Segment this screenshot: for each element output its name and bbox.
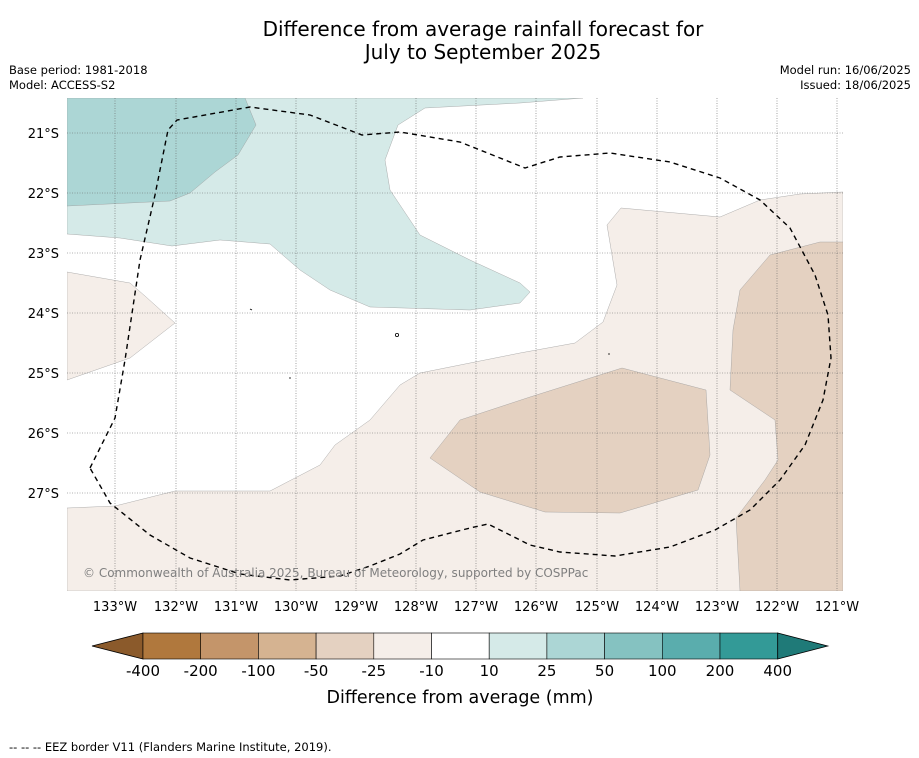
eez-border [89,106,832,581]
colorbar-segment [546,632,605,660]
map-area: © Commonwealth of Australia 2025, Bureau… [67,98,843,591]
base-period: Base period: 1981-2018 [9,63,148,77]
title-line-1: Difference from average rainfall forecas… [262,17,704,41]
colorbar: -400 -200 -100 -50 -25 -10 10 25 50 100 200 400 Dif… [91,632,830,708]
lon-label: 128°W [394,600,438,615]
lon-label: 126°W [514,600,558,615]
lon-label: 131°W [214,600,258,615]
longitude-labels: 133°W 132°W 131°W 130°W 129°W 128°W 127°… [93,600,859,615]
lat-label: 25°S [28,367,59,382]
lon-label: 130°W [274,600,318,615]
lat-label: 27°S [28,487,59,502]
dry-region-center [429,367,711,514]
colorbar-segment [373,632,432,660]
colorbar-segments [91,632,830,660]
copyright-notice: © Commonwealth of Australia 2025, Bureau… [83,566,588,580]
colorbar-tick-label: 200 [706,662,735,680]
lon-label: 125°W [575,600,619,615]
colorbar-tick-label: -200 [184,662,218,680]
colorbar-ticks: -400 -200 -100 -50 -25 -10 10 25 50 100 200 400 [126,662,792,680]
model-run: Model run: 16/06/2025 [779,63,911,77]
lat-label: 23°S [28,247,59,262]
colorbar-tick-label: -10 [419,662,444,680]
lon-label: 127°W [454,600,498,615]
colorbar-tick-label: -400 [126,662,160,680]
lon-label: 122°W [755,600,799,615]
gridlines [67,98,843,591]
colorbar-segment [719,632,779,660]
colorbar-tick-label: -25 [362,662,387,680]
lon-label: 132°W [154,600,198,615]
colorbar-tick-label: 25 [537,662,556,680]
lat-label: 21°S [28,127,59,142]
colorbar-tick-label: 10 [480,662,499,680]
colorbar-extend-high [777,632,830,660]
lon-label: 129°W [334,600,378,615]
lat-label: 24°S [28,307,59,322]
colorbar-segment [431,632,490,660]
colorbar-tick-label: -100 [241,662,275,680]
model-name: Model: ACCESS-S2 [9,78,116,92]
chart-title: Difference from average rainfall forecas… [0,18,919,64]
lon-label: 124°W [635,600,679,615]
colorbar-segment [604,632,663,660]
meta-right: Model run: 16/06/2025 Issued: 18/06/2025 [780,63,911,93]
rainfall-map: © Commonwealth of Australia 2025, Bureau… [28,98,859,615]
colorbar-segment [488,632,548,660]
colorbar-segment [315,632,375,660]
lon-label: 121°W [815,600,859,615]
colorbar-segment [200,632,259,660]
lon-label: 123°W [695,600,739,615]
colorbar-tick-label: 400 [763,662,792,680]
dry-region-east [729,241,843,591]
colorbar-tick-label: 50 [595,662,614,680]
title-line-2: July to September 2025 [364,40,602,64]
colorbar-extend-low [91,632,144,660]
colorbar-segment [661,632,721,660]
lon-label: 133°W [93,600,137,615]
colorbar-label: Difference from average (mm) [326,688,593,708]
eez-footnote: -- -- -- EEZ border V11 (Flanders Marine… [9,740,332,754]
colorbar-segment [142,632,202,660]
issued-date: Issued: 18/06/2025 [800,78,911,92]
latitude-labels: 21°S 22°S 23°S 24°S 25°S 26°S 27°S [28,127,59,502]
dry-region-west [67,271,176,381]
meta-left: Base period: 1981-2018 Model: ACCESS-S2 [9,63,148,93]
colorbar-tick-label: -50 [304,662,329,680]
lat-label: 22°S [28,187,59,202]
island-markers [249,308,610,379]
lat-label: 26°S [28,427,59,442]
colorbar-segment [258,632,317,660]
colorbar-tick-label: 100 [648,662,677,680]
